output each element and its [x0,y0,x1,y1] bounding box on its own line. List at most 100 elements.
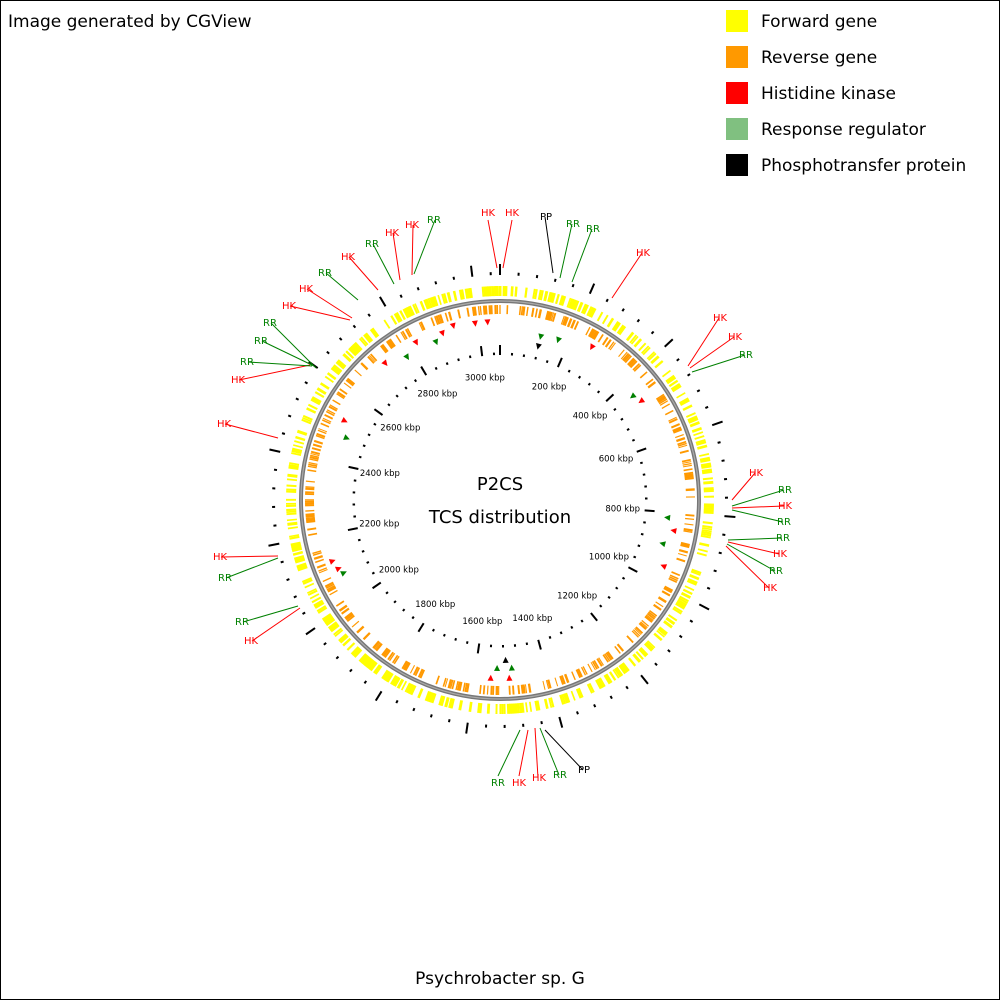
forward-gene [697,444,708,450]
forward-gene [560,295,567,307]
reverse-gene [591,330,598,339]
caption: Psychrobacter sp. G [415,969,585,989]
forward-gene [302,414,313,421]
reverse-gene [682,461,692,464]
forward-gene [306,407,317,414]
reverse-gene [551,312,557,322]
forward-gene [700,534,711,539]
forward-gene [691,426,703,433]
forward-gene [330,624,340,633]
reverse-gene [310,452,320,457]
reverse-gene [375,642,383,652]
forward-gene [647,352,657,361]
forward-gene [360,336,369,346]
reverse-gene [659,400,669,406]
forward-gene [481,286,485,297]
forward-gene [682,588,693,595]
forward-gene [286,510,297,514]
forward-gene [438,695,445,706]
feature-label: RR [491,778,505,789]
legend-swatch [726,82,748,104]
reverse-gene [522,684,526,694]
feature-arrow [630,392,637,399]
feature-leader [611,252,643,299]
reverse-gene [629,360,638,369]
feature-label: RR [240,357,254,368]
reverse-gene [676,557,686,563]
feature-leader [270,322,317,369]
reverse-gene [329,404,338,410]
forward-gene [588,682,595,693]
inner-tick [465,641,469,644]
feature-label: HK [405,220,420,231]
forward-gene [701,532,712,537]
reverse-gene [680,543,690,549]
feature-label: RR [769,566,783,577]
forward-gene [325,617,336,627]
forward-gene [407,684,415,695]
reverse-gene [622,352,630,361]
inner-tick [454,637,457,641]
forward-gene [450,698,455,709]
reverse-gene [679,449,689,454]
forward-gene [292,550,304,556]
feature-arrow [494,664,501,672]
inner-tick [637,544,641,548]
feature-leader [413,219,436,275]
forward-gene [628,657,637,667]
forward-gene [289,534,300,538]
reverse-gene [458,681,463,691]
forward-gene [448,697,454,709]
forward-gene [485,286,489,297]
forward-gene [679,595,689,603]
forward-gene [430,296,437,307]
reverse-gene [678,444,688,449]
reverse-gene [628,359,637,367]
forward-gene [528,701,533,712]
forward-gene [382,670,391,681]
forward-gene [331,365,342,375]
reverse-gene [438,314,444,324]
reverse-gene [315,558,325,564]
inner-tick [479,346,484,357]
legend-swatch [726,10,748,32]
reverse-gene [315,434,325,440]
outer-tick [399,294,403,299]
reverse-gene [447,311,453,321]
forward-gene [402,308,410,319]
forward-gene [339,634,349,644]
forward-gene [676,600,687,608]
reverse-gene [563,673,570,684]
feature-label: HK [728,332,743,343]
scale-label: 1800 kbp [415,600,455,610]
forward-gene [286,512,297,516]
feature-leader [411,224,414,276]
forward-gene [408,305,415,316]
feature-arrow [506,674,513,681]
forward-gene [534,289,538,300]
forward-gene [699,456,711,462]
reverse-gene [683,527,693,532]
forward-gene [374,665,383,675]
reverse-gene [384,649,391,658]
forward-gene [702,525,713,529]
scale-label: 3000 kbp [465,373,505,383]
legend-label: Histidine kinase [761,84,896,104]
reverse-gene [668,416,677,422]
inner-tick [559,631,563,635]
outer-tick [711,420,723,427]
reverse-gene [596,658,603,667]
outer-tick [465,722,469,734]
forward-gene [525,702,529,713]
reverse-gene [473,306,477,316]
reverse-gene [414,667,421,677]
forward-gene [466,288,472,299]
legend-swatch [726,118,748,140]
forward-gene [477,702,480,713]
feature-arrow [343,434,350,440]
forward-gene [691,568,702,575]
reverse-gene [571,671,576,681]
feature-label: RR [365,239,379,250]
forward-gene [291,450,302,455]
forward-gene [404,307,412,318]
